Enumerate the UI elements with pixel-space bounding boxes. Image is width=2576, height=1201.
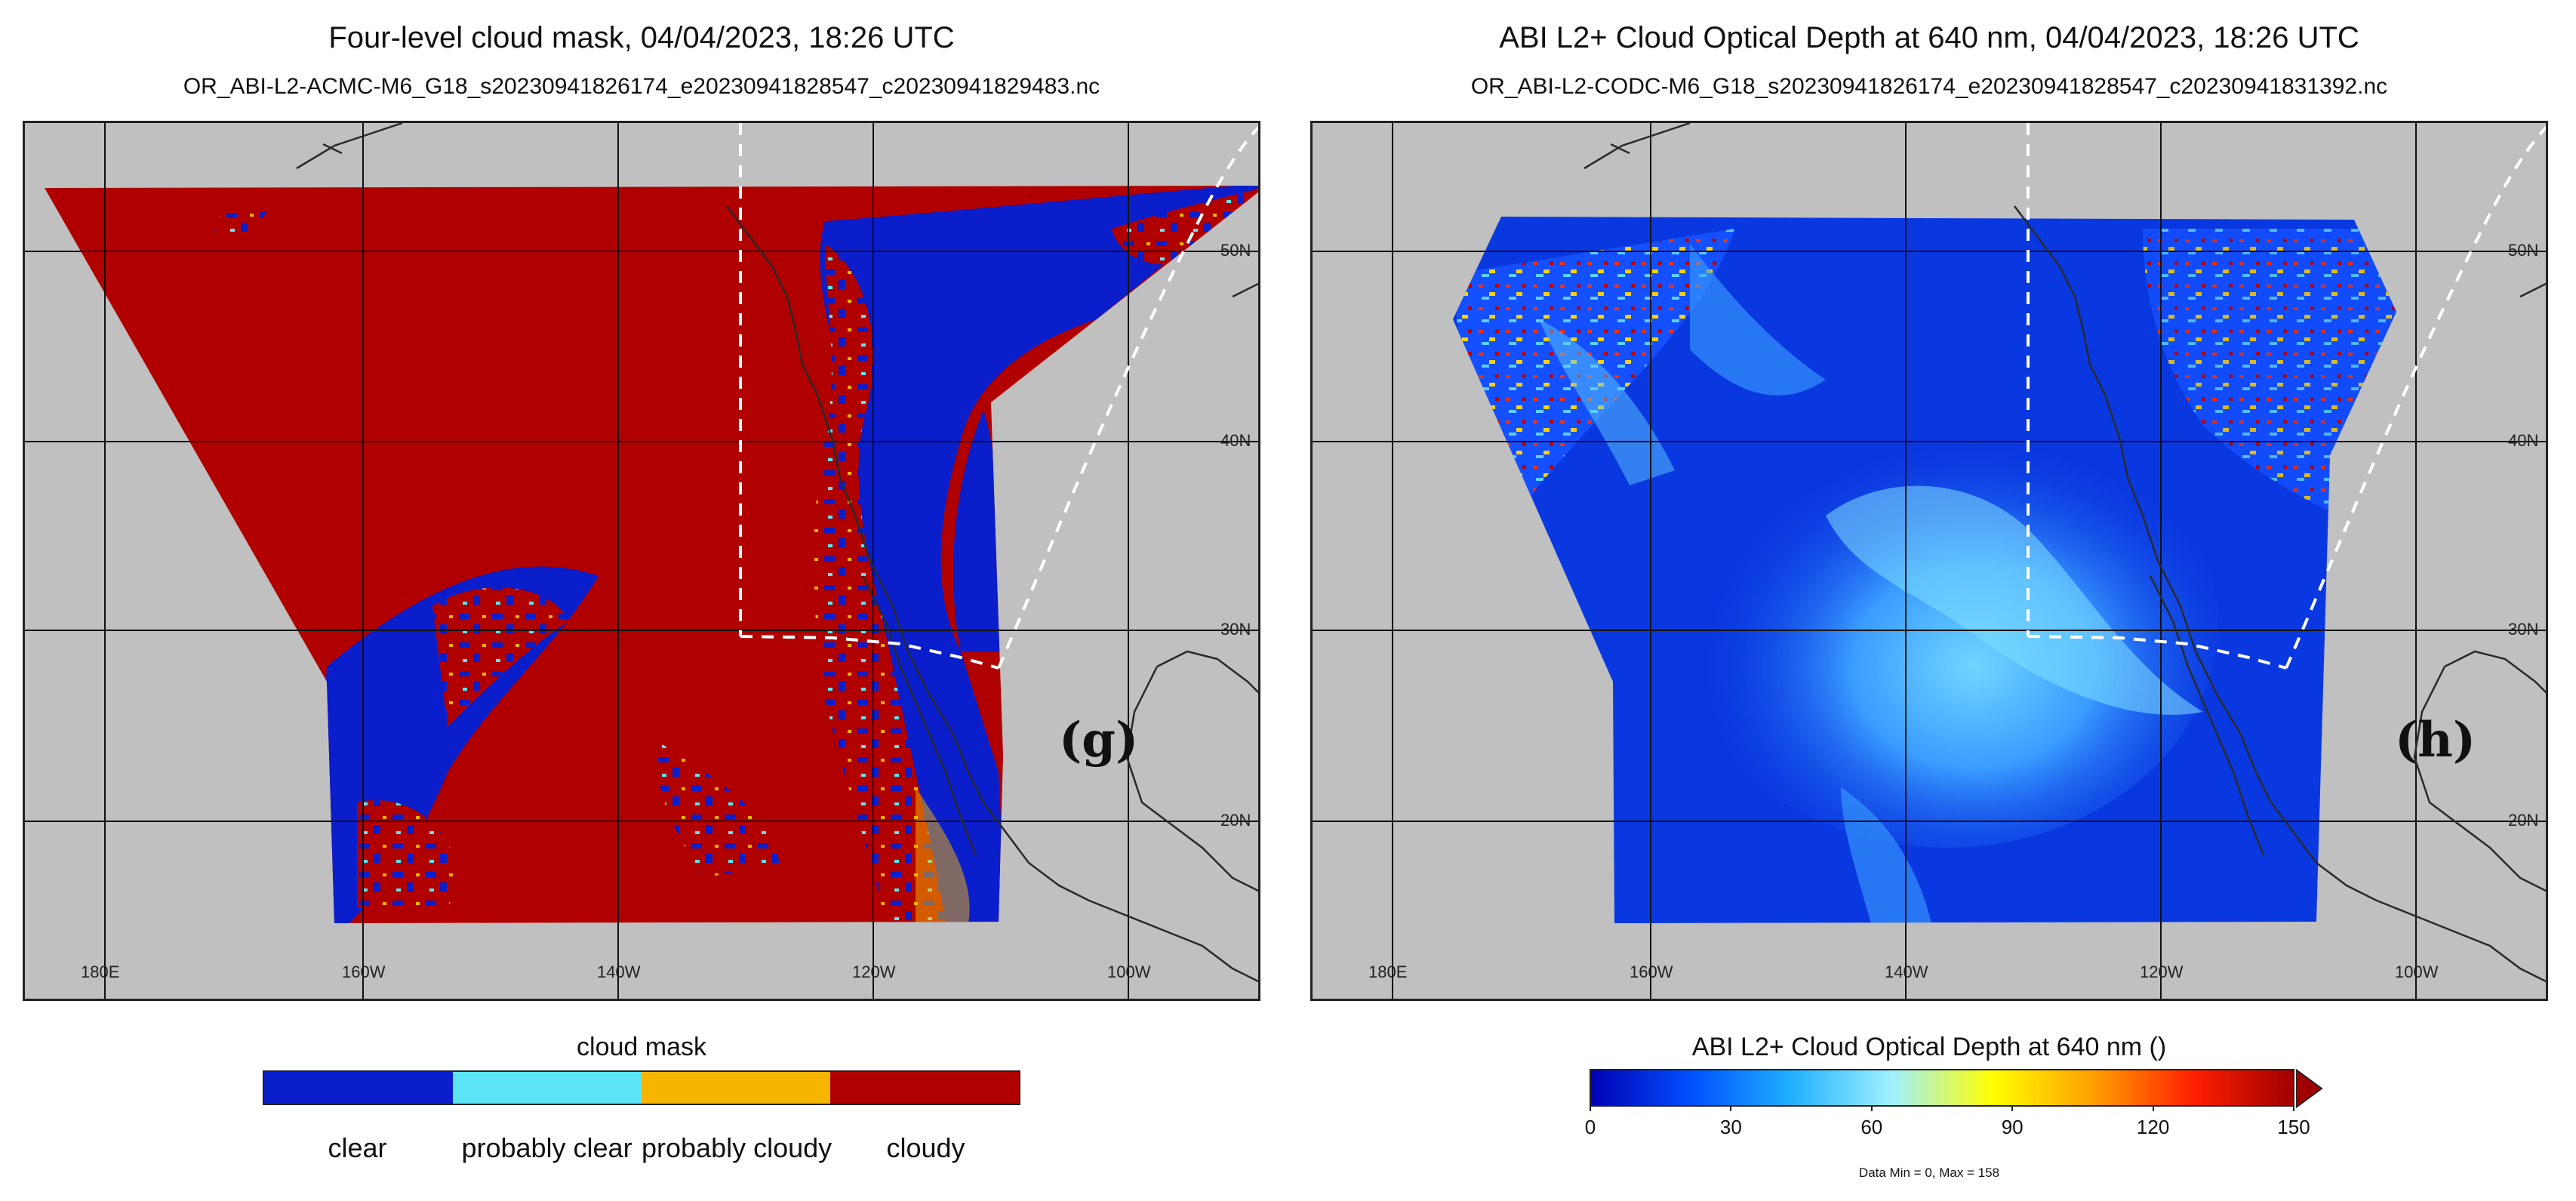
lat-label-30n: 30N	[2508, 620, 2539, 639]
colorbar-extend-arrow	[2296, 1069, 2323, 1108]
colorbar-swatch-probably-clear	[453, 1072, 642, 1104]
colorbar-title: ABI L2+ Cloud Optical Depth at 640 nm ()	[1691, 1033, 2167, 1061]
colorbar-tick-label: 60	[1860, 1116, 1883, 1138]
map-cloud-optical-depth: 180E 160W 140W 120W 100W 50N 40N 30N 20N…	[1310, 121, 2548, 1001]
category-label-cloudy: cloudy	[886, 1132, 965, 1163]
category-label-probably-cloudy: probably cloudy	[642, 1132, 833, 1163]
colorbar-tick-label: 0	[1584, 1116, 1596, 1138]
colorbar-tick-mark	[2011, 1105, 2014, 1111]
lat-label-30n: 30N	[1220, 620, 1251, 639]
colorbar-tick-mark	[1870, 1105, 1873, 1111]
colorbar-tick-label: 30	[1719, 1116, 1742, 1138]
category-label-probably-clear: probably clear	[461, 1132, 632, 1163]
panel-letter: (g)	[1059, 712, 1139, 768]
colorbar-tick-mark	[1590, 1105, 1591, 1111]
colorbar-swatch-clear	[264, 1072, 453, 1104]
lon-label-100w: 100W	[2395, 962, 2439, 981]
panel-cloud-mask: Four-level cloud mask, 04/04/2023, 18:26…	[0, 0, 1283, 1201]
colorbar-cloud-mask	[263, 1070, 1020, 1105]
panel-cloud-optical-depth: ABI L2+ Cloud Optical Depth at 640 nm, 0…	[1288, 0, 2571, 1201]
conus-subset-outline	[739, 123, 1258, 670]
colorbar-swatch-cloudy	[830, 1072, 1019, 1104]
coastline	[296, 123, 1258, 983]
panel-title: Four-level cloud mask, 04/04/2023, 18:26…	[328, 21, 955, 54]
panel-letter: (h)	[2395, 712, 2476, 768]
lat-label-40n: 40N	[2508, 431, 2539, 450]
lat-label-50n: 50N	[1220, 241, 1251, 260]
map-canvas	[1313, 123, 2546, 999]
graticule	[25, 123, 1258, 999]
colorbar-swatch-probably-cloudy	[642, 1072, 830, 1104]
data-min-max: Data Min = 0, Max = 158	[1858, 1166, 2000, 1180]
lat-label-40n: 40N	[1220, 431, 1251, 450]
colorbar-tick-mark	[2293, 1105, 2294, 1111]
conus-subset-outline	[2027, 123, 2546, 670]
category-label-clear: clear	[328, 1132, 387, 1163]
graticule	[1313, 123, 2546, 999]
colorbar-tick-mark	[1730, 1105, 1732, 1111]
optical-depth-field	[1453, 229, 2396, 923]
panel-title: ABI L2+ Cloud Optical Depth at 640 nm, 0…	[1499, 21, 2359, 54]
colorbar-optical-depth	[1590, 1069, 2294, 1107]
colorbar-tick-mark	[2152, 1105, 2154, 1111]
colorbar-title: cloud mask	[577, 1033, 706, 1061]
coastline	[1583, 123, 2546, 983]
lon-label-160w: 160W	[342, 962, 386, 981]
lon-label-160w: 160W	[1630, 962, 1673, 981]
colorbar-tick-label: 90	[2001, 1116, 2024, 1138]
lat-label-50n: 50N	[2508, 241, 2539, 260]
lon-label-100w: 100W	[1107, 962, 1151, 981]
colorbar-fill	[1590, 1069, 2294, 1107]
lat-label-20n: 20N	[2508, 811, 2539, 830]
lon-label-120w: 120W	[2140, 962, 2184, 981]
lon-label-120w: 120W	[852, 962, 896, 981]
colorbar-tick-label: 120	[2136, 1116, 2170, 1138]
panel-filename: OR_ABI-L2-CODC-M6_G18_s20230941826174_e2…	[1470, 74, 2388, 99]
panel-filename: OR_ABI-L2-ACMC-M6_G18_s20230941826174_e2…	[183, 74, 1100, 99]
map-cloud-mask: 180E 160W 140W 120W 100W 50N 40N 30N 20N…	[23, 121, 1260, 1001]
lon-label-180e: 180E	[81, 962, 120, 981]
lon-label-140w: 140W	[1885, 962, 1928, 981]
lat-label-20n: 20N	[1220, 811, 1251, 830]
map-canvas	[25, 123, 1258, 999]
lon-label-180e: 180E	[1368, 962, 1408, 981]
colorbar-tick-label: 150	[2277, 1116, 2310, 1138]
lon-label-140w: 140W	[597, 962, 641, 981]
